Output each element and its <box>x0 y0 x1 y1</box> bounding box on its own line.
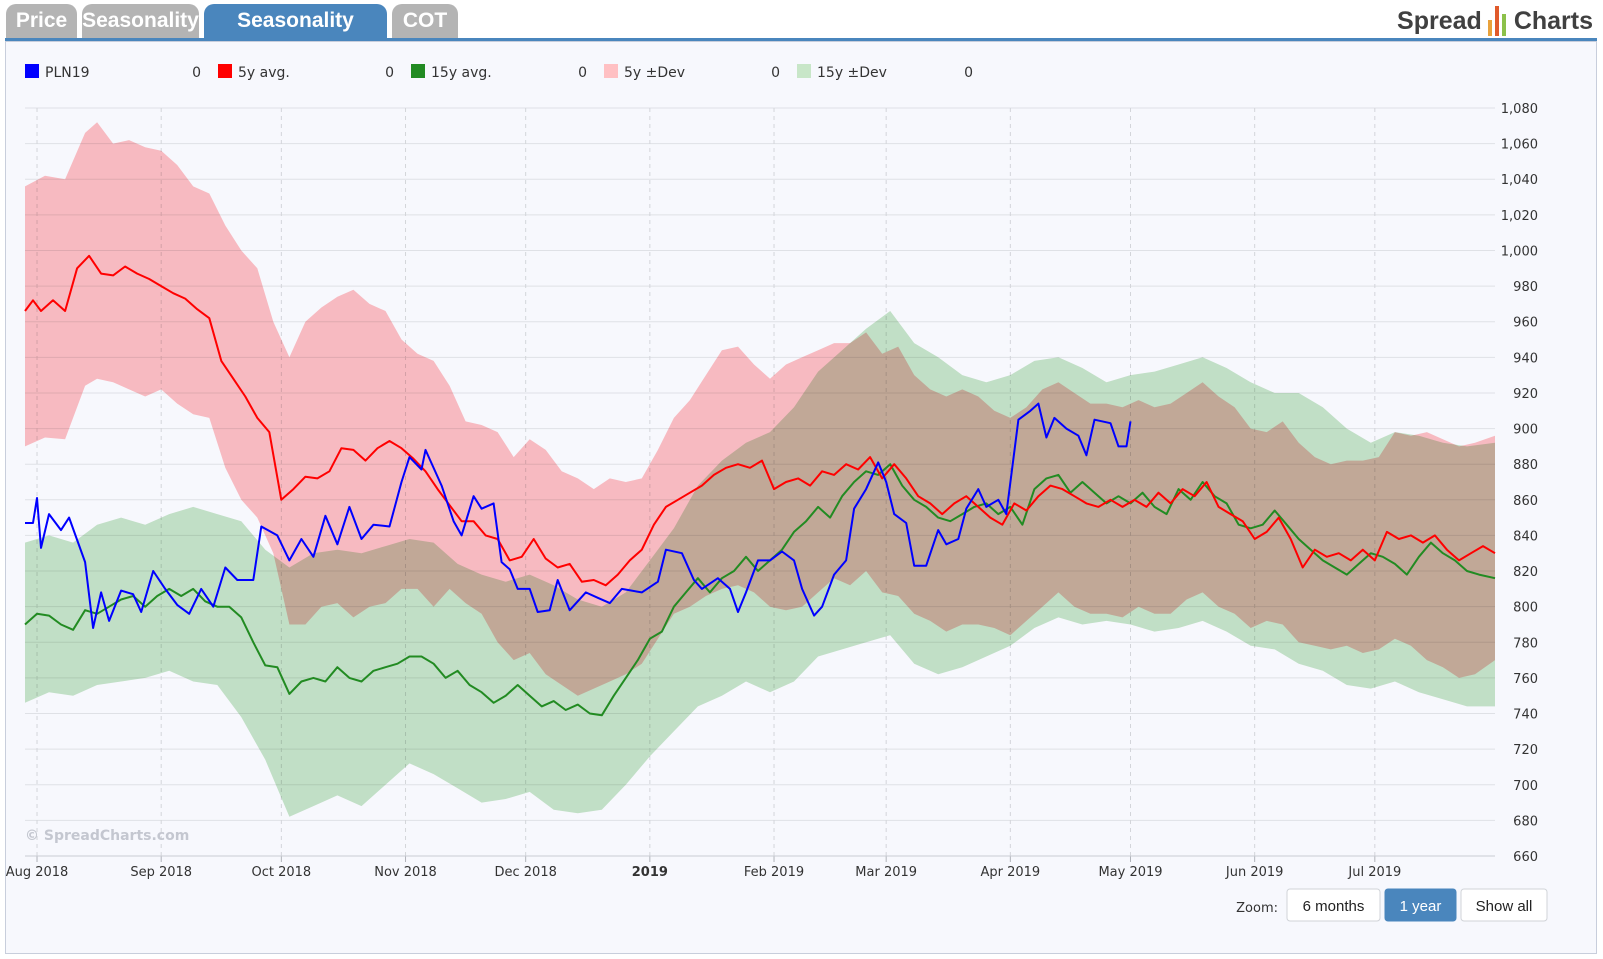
zoom-button-label: 1 year <box>1400 898 1442 915</box>
zoom-button-bg <box>1384 888 1457 922</box>
x-tick-label: Apr 2019 <box>980 865 1040 880</box>
legend-label[interactable]: 15y ±Dev <box>817 65 887 81</box>
y-tick-label: 1,060 <box>1501 138 1538 153</box>
x-tick-label: Jul 2019 <box>1347 865 1401 880</box>
y-tick-label: 700 <box>1513 779 1538 794</box>
zoom-button-6-months[interactable]: 6 months <box>1286 888 1381 922</box>
watermark: © SpreadCharts.com <box>25 828 189 844</box>
y-tick-label: 800 <box>1513 601 1538 616</box>
y-tick-label: 1,000 <box>1501 244 1538 259</box>
y-tick-label: 740 <box>1513 708 1538 723</box>
brand-word-spread: Spread <box>1397 6 1482 35</box>
x-tick-label: Dec 2018 <box>494 865 556 880</box>
brand-bars-icon <box>1487 6 1508 36</box>
tab-seasonality-averages[interactable]: Seasonality averages <box>204 4 387 66</box>
zoom-button-label: 6 months <box>1303 898 1365 915</box>
legend-value: 0 <box>385 65 394 81</box>
legend-swatch <box>797 64 811 78</box>
legend-label[interactable]: PLN19 <box>45 65 90 81</box>
x-tick-label: May 2019 <box>1098 865 1162 880</box>
legend-value: 0 <box>192 65 201 81</box>
y-axis: 660 680 700 720 740 760 780 800 820 840 860 880 900 9… <box>1501 102 1538 865</box>
zoom-button-1-year[interactable]: 1 year <box>1384 888 1457 922</box>
band-5y-dev <box>25 122 1495 696</box>
zoom-button-bg <box>1460 888 1548 922</box>
x-tick-label: Sep 2018 <box>130 865 192 880</box>
y-tick-label: 1,040 <box>1501 173 1538 188</box>
y-tick-label: 880 <box>1513 458 1538 473</box>
brand-logo: Spread Charts <box>1397 4 1593 38</box>
line-5y-avg <box>24 254 1496 587</box>
x-axis: Aug 2018 Sep 2018 Oct 2018 Nov 2018 Dec 2018… <box>6 855 1495 880</box>
legend-value: 0 <box>964 65 973 81</box>
deviation-bands <box>25 122 1495 817</box>
legend-swatch <box>604 64 618 78</box>
legend-label[interactable]: 5y ±Dev <box>624 65 685 81</box>
legend-swatch <box>25 64 39 78</box>
line-pln19 <box>25 402 1132 629</box>
legend-label[interactable]: 5y avg. <box>238 65 290 81</box>
y-tick-label: 840 <box>1513 529 1538 544</box>
x-tick-label: Aug 2018 <box>6 865 69 880</box>
x-tick-label: Oct 2018 <box>251 865 311 880</box>
tab-cot[interactable]: COT <box>392 4 458 38</box>
tab-price[interactable]: Price <box>6 4 77 38</box>
zoom-button-label: Show all <box>1476 898 1533 915</box>
legend-swatch <box>411 64 425 78</box>
y-tick-label: 820 <box>1513 565 1538 580</box>
legend-label[interactable]: 15y avg. <box>431 65 492 81</box>
brand-word-charts: Charts <box>1513 6 1593 35</box>
x-tick-label: Feb 2019 <box>744 865 804 880</box>
zoom-controls: Zoom: 6 months 1 year Show all <box>1236 888 1548 922</box>
y-tick-label: 980 <box>1513 280 1538 295</box>
tab-seasonality[interactable]: Seasonality <box>82 4 199 38</box>
y-tick-label: 1,080 <box>1501 102 1538 117</box>
y-tick-label: 720 <box>1513 743 1538 758</box>
series-lines <box>24 254 1496 717</box>
y-tick-label: 860 <box>1513 494 1538 509</box>
y-tick-label: 780 <box>1513 636 1538 651</box>
x-tick-label: 2019 <box>632 865 668 880</box>
x-tick-label: Nov 2018 <box>374 865 437 880</box>
y-tick-label: 960 <box>1513 316 1538 331</box>
y-tick-label: 940 <box>1513 351 1538 366</box>
y-tick-label: 1,020 <box>1501 209 1538 224</box>
legend-swatch <box>218 64 232 78</box>
legend-value: 0 <box>578 65 587 81</box>
zoom-button-show-all[interactable]: Show all <box>1460 888 1548 922</box>
x-tick-label: Jun 2019 <box>1225 865 1284 880</box>
x-tick-label: Mar 2019 <box>855 865 917 880</box>
zoom-button-bg <box>1286 888 1381 922</box>
zoom-label: Zoom: <box>1236 901 1278 916</box>
y-tick-label: 900 <box>1513 423 1538 438</box>
y-tick-label: 760 <box>1513 672 1538 687</box>
tab-underline <box>5 38 1597 41</box>
legend-value: 0 <box>771 65 780 81</box>
legend: PLN19 0 5y avg. 0 15y avg. 0 5y ±Dev 0 15y ±Dev 0 <box>25 64 973 81</box>
y-tick-label: 920 <box>1513 387 1538 402</box>
y-tick-label: 680 <box>1513 814 1538 829</box>
y-tick-label: 660 <box>1513 850 1538 865</box>
